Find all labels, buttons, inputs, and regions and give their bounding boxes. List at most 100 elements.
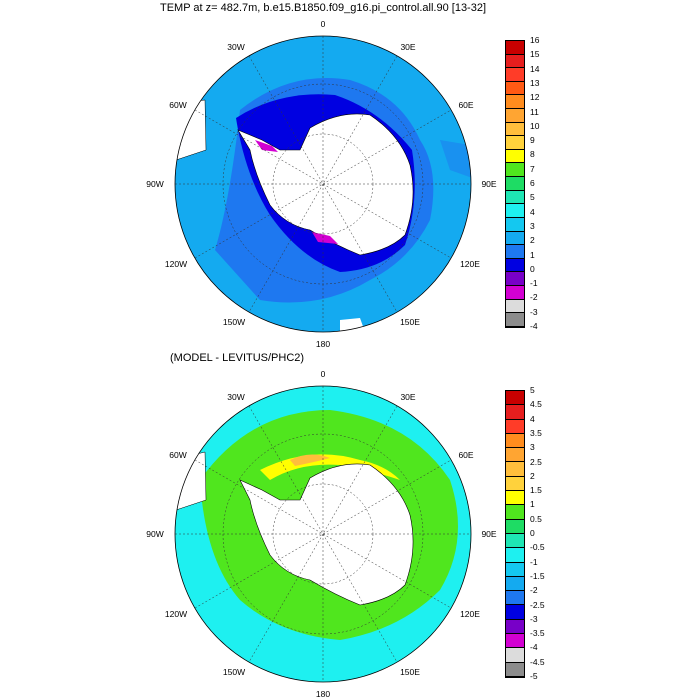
colorbar-swatch: [506, 462, 524, 477]
colorbar-swatch: [506, 548, 524, 563]
colorbar-tick-label: -4.5: [530, 656, 545, 667]
colorbar-swatch: [506, 81, 524, 96]
lon-label-60w: 60W: [169, 450, 186, 460]
colorbar-swatch: [506, 68, 524, 82]
colorbar-tick-label: 15: [530, 49, 540, 60]
colorbar-tick-label: -1: [530, 278, 538, 289]
colorbar-tick-label: 16: [530, 35, 540, 45]
lon-label-90e: 90E: [481, 179, 496, 189]
lon-label-120w: 120W: [165, 609, 187, 619]
colorbar-swatch: [506, 299, 524, 314]
colorbar-tick-label: 8: [530, 149, 535, 160]
colorbar-swatch: [506, 190, 524, 205]
lon-label-60w: 60W: [169, 100, 186, 110]
colorbar-tick-label: 0.5: [530, 513, 542, 524]
difference-map: 0 30E 60E 90E 120E 150E 180 150W 120W 90…: [146, 369, 497, 699]
colorbar-tick-label: 6: [530, 178, 535, 188]
colorbar-swatch: [506, 177, 524, 191]
lon-label-120e: 120E: [460, 259, 480, 269]
colorbar-swatch: [506, 519, 524, 534]
colorbar-swatch: [506, 272, 524, 286]
lon-label-30w: 30W: [227, 392, 244, 402]
colorbar-tick-label: -4: [530, 321, 538, 331]
colorbar-tick-label: 3: [530, 442, 535, 453]
lon-label-90w: 90W: [146, 529, 163, 539]
colorbar-swatch: [506, 562, 524, 577]
colorbar-swatch: [506, 204, 524, 218]
colorbar-tick-label: 4: [530, 413, 535, 424]
lon-label-120w: 120W: [165, 259, 187, 269]
panel1-title: TEMP at z= 482.7m, b.e15.B1850.f09_g16.p…: [159, 2, 487, 14]
lon-label-150e: 150E: [400, 317, 420, 327]
colorbar-swatch: [506, 122, 524, 137]
colorbar-tick-label: -4: [530, 642, 538, 653]
colorbar-tick-label: 14: [530, 63, 540, 74]
colorbar-swatch: [506, 217, 524, 232]
colorbar-swatch: [506, 619, 524, 635]
colorbar-swatch: [506, 576, 524, 592]
lon-label-0: 0: [321, 369, 326, 379]
colorbar-tick-label: 10: [530, 120, 540, 131]
colorbar-tick-label: 1: [530, 499, 535, 510]
colorbar-swatch: [506, 433, 524, 449]
colorbar-swatch: [506, 591, 524, 606]
colorbar-swatch: [506, 258, 524, 273]
difference-colorbar: [505, 390, 525, 678]
colorbar-tick-label: -5: [530, 671, 538, 681]
colorbar-tick-label: 4.5: [530, 399, 542, 410]
colorbar-tick-label: -1.5: [530, 570, 545, 581]
colorbar-tick-label: 0: [530, 263, 535, 274]
lon-label-150w: 150W: [223, 667, 245, 677]
colorbar-tick-label: -0.5: [530, 542, 545, 553]
lon-label-0: 0: [321, 19, 326, 29]
colorbar-tick-label: -2.5: [530, 599, 545, 610]
colorbar-tick-label: -3: [530, 306, 538, 317]
lon-label-150e: 150E: [400, 667, 420, 677]
lon-label-120e: 120E: [460, 609, 480, 619]
lon-label-30e: 30E: [400, 392, 415, 402]
colorbar-swatch: [506, 41, 524, 55]
colorbar-tick-label: 1: [530, 249, 535, 260]
colorbar-tick-label: 13: [530, 77, 540, 88]
lon-label-90w: 90W: [146, 179, 163, 189]
lon-label-180: 180: [316, 689, 330, 699]
colorbar-swatch: [506, 405, 524, 420]
colorbar-swatch: [506, 245, 524, 259]
temperature-map: 0 30E 60E 90E 120E 150E 180 150W 120W 90…: [146, 19, 497, 349]
colorbar-swatch: [506, 95, 524, 110]
lon-label-30e: 30E: [400, 42, 415, 52]
colorbar-swatch: [506, 634, 524, 649]
colorbar-swatch: [506, 136, 524, 150]
lon-label-150w: 150W: [223, 317, 245, 327]
colorbar-swatch: [506, 231, 524, 246]
colorbar-tick-label: -3: [530, 613, 538, 624]
colorbar-tick-label: 0: [530, 528, 535, 538]
panel2-title: (MODEL - LEVITUS/PHC2): [170, 352, 305, 364]
colorbar-tick-label: -2: [530, 292, 538, 303]
colorbar-tick-label: 12: [530, 92, 540, 103]
lon-label-60e: 60E: [458, 450, 473, 460]
colorbar-tick-label: -3.5: [530, 628, 545, 639]
colorbar-tick-label: 5: [530, 385, 535, 395]
colorbar-tick-label: 7: [530, 163, 535, 174]
colorbar-tick-label: 2: [530, 470, 535, 481]
colorbar-tick-label: 9: [530, 135, 535, 146]
colorbar-tick-label: 3: [530, 220, 535, 231]
colorbar-tick-label: 4: [530, 206, 535, 217]
colorbar-tick-label: 1.5: [530, 485, 542, 496]
lon-label-90e: 90E: [481, 529, 496, 539]
colorbar-tick-label: 2: [530, 235, 535, 246]
colorbar-swatch: [506, 109, 524, 123]
colorbar-swatch: [506, 313, 524, 327]
colorbar-tick-label: -2: [530, 585, 538, 596]
colorbar-swatch: [506, 505, 524, 520]
colorbar-tick-label: 11: [530, 106, 539, 117]
colorbar-swatch: [506, 648, 524, 663]
colorbar-swatch: [506, 605, 524, 620]
colorbar-swatch: [506, 533, 524, 549]
lon-label-60e: 60E: [458, 100, 473, 110]
lon-label-180: 180: [316, 339, 330, 349]
colorbar-swatch: [506, 419, 524, 434]
colorbar-swatch: [506, 285, 524, 300]
colorbar-tick-label: 2.5: [530, 456, 542, 467]
